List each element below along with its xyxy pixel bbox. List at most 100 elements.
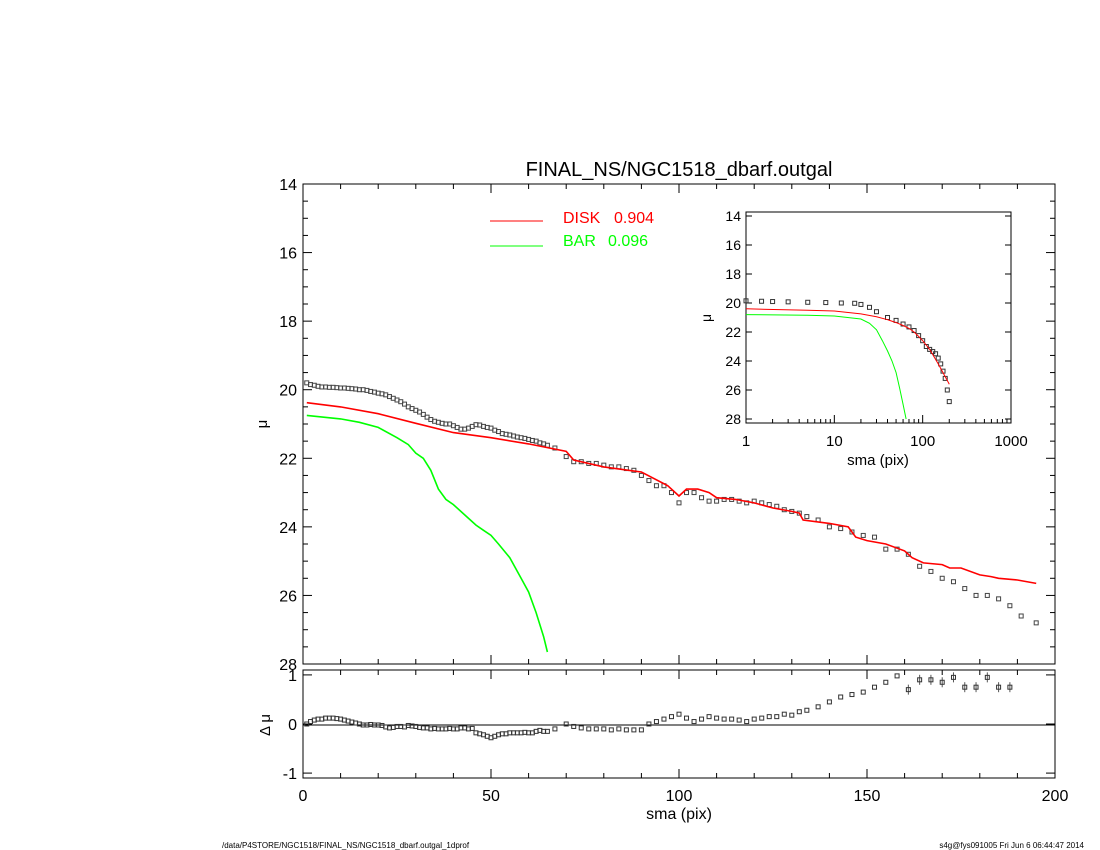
inset-data-point <box>770 299 776 305</box>
chart-title: FINAL_NS/NGC1518_dbarf.outgal <box>526 159 833 181</box>
main-y-tick-label: 20 <box>279 383 297 400</box>
main-data-point <box>691 490 697 496</box>
main-data-point <box>721 496 727 502</box>
residual-data-point <box>838 694 844 700</box>
residual-data-point <box>996 684 1002 690</box>
residual-data-point <box>826 699 832 705</box>
inset-y-tick-label: 24 <box>725 353 741 369</box>
residual-panel: 10-1 0 50 100 150 200 Δ μ sma (pix) <box>257 668 1068 823</box>
inset-y-tick-label: 16 <box>725 237 741 253</box>
main-y-axis-label: μ <box>254 420 271 429</box>
inset-data-point <box>852 300 858 306</box>
main-data-point <box>826 524 832 530</box>
inset-y-axis-label: μ <box>698 314 714 322</box>
main-y-tick-label: 16 <box>279 246 297 263</box>
main-data-point <box>402 401 408 407</box>
residual-data-point <box>691 719 697 725</box>
main-data-point <box>962 586 968 592</box>
inset-x-tick-label: 100 <box>910 433 935 450</box>
residual-data-point <box>860 689 866 695</box>
residual-data-point <box>623 727 629 733</box>
residual-data-point <box>586 726 592 732</box>
main-data-point <box>928 568 934 574</box>
inset-series-line-bar <box>745 314 907 420</box>
residual-y-axis: 1 0 -1 <box>283 668 1055 783</box>
residual-series <box>304 672 1013 741</box>
legend-bar-label: BAR <box>563 233 596 250</box>
main-y-tick-label: 26 <box>279 588 297 605</box>
main-data-point <box>646 478 652 484</box>
residual-data-point <box>616 726 622 732</box>
inset-x-axis-label: sma (pix) <box>847 452 909 469</box>
inset-y-tick-label: 22 <box>725 324 741 340</box>
inset-series-line-disk <box>745 308 950 385</box>
main-data-point <box>706 498 712 504</box>
residual-x-tick-label: 200 <box>1042 788 1069 805</box>
inset-panel: 14 16 18 20 22 24 26 28 1 10 100 1000 μ sma (pix) <box>698 208 1028 469</box>
inset-data-point <box>920 338 926 344</box>
main-panel: FINAL_NS/NGC1518_dbarf.outgal 14 16 18 20 22… <box>254 159 1056 674</box>
residual-data-point <box>781 711 787 717</box>
inset-data-point <box>805 299 811 305</box>
inset-series <box>743 298 952 420</box>
residual-x-tick-label: 100 <box>666 788 693 805</box>
main-data-point <box>714 498 720 504</box>
main-data-point <box>668 490 674 496</box>
inset-y-tick-label: 26 <box>725 382 741 398</box>
legend-disk-value: 0.904 <box>614 210 654 227</box>
main-y-tick-label: 24 <box>279 520 297 537</box>
residual-data-point <box>552 726 558 732</box>
inset-data-point <box>916 333 922 339</box>
main-x-ticks <box>302 184 1056 664</box>
residual-data-point <box>578 725 584 731</box>
residual-data-point <box>571 723 577 729</box>
residual-data-point <box>714 715 720 721</box>
residual-x-tick-label: 0 <box>299 788 308 805</box>
residual-data-point <box>601 726 607 732</box>
residual-data-point <box>699 716 705 722</box>
residual-x-axis-label: sma (pix) <box>646 806 712 823</box>
residual-data-point <box>796 709 802 715</box>
residual-data-point <box>661 716 667 722</box>
footer-timestamp: s4g@fys091005 Fri Jun 6 06:44:47 2014 <box>939 841 1084 850</box>
main-data-point <box>973 592 979 598</box>
residual-data-point <box>751 716 757 722</box>
residual-y-axis-label: Δ μ <box>257 714 274 736</box>
residual-data-point <box>706 714 712 720</box>
residual-data-point <box>962 684 968 690</box>
inset-x-tick-label: 1 <box>742 433 750 450</box>
residual-data-point <box>804 707 810 713</box>
residual-data-point <box>789 712 795 718</box>
residual-y-tick-label: -1 <box>283 766 297 783</box>
main-data-point <box>699 495 705 501</box>
main-data-point <box>950 579 956 585</box>
main-data-point <box>684 490 690 496</box>
residual-data-point <box>894 673 900 679</box>
inset-data-point <box>935 355 941 361</box>
main-data-point <box>939 575 945 581</box>
residual-data-point <box>766 714 772 720</box>
residual-data-point <box>469 725 475 731</box>
inset-data-point <box>946 399 952 405</box>
residual-data-point <box>638 727 644 733</box>
footer-path: /data/P4STORE/NGC1518/FINAL_NS/NGC1518_d… <box>222 841 470 850</box>
residual-data-point <box>631 727 637 733</box>
inset-y-axis: 14 16 18 20 22 24 26 28 <box>725 208 1011 427</box>
residual-data-point <box>729 716 735 722</box>
main-data-point <box>638 472 644 478</box>
inset-data-point <box>944 387 950 393</box>
residual-data-point <box>917 677 923 683</box>
residual-data-point <box>736 717 742 723</box>
inset-data-point <box>823 300 829 306</box>
main-data-point <box>849 529 855 535</box>
main-data-point <box>563 454 569 460</box>
residual-data-point <box>928 677 934 683</box>
main-data-point <box>883 546 889 552</box>
inset-x-tick-label: 1000 <box>994 433 1027 450</box>
inset-x-axis: 1 10 100 1000 <box>742 415 1028 450</box>
residual-data-point <box>646 721 652 727</box>
main-series <box>304 380 1039 653</box>
residual-data-point <box>849 692 855 698</box>
main-data-point <box>676 500 682 506</box>
main-data-point <box>420 411 426 417</box>
